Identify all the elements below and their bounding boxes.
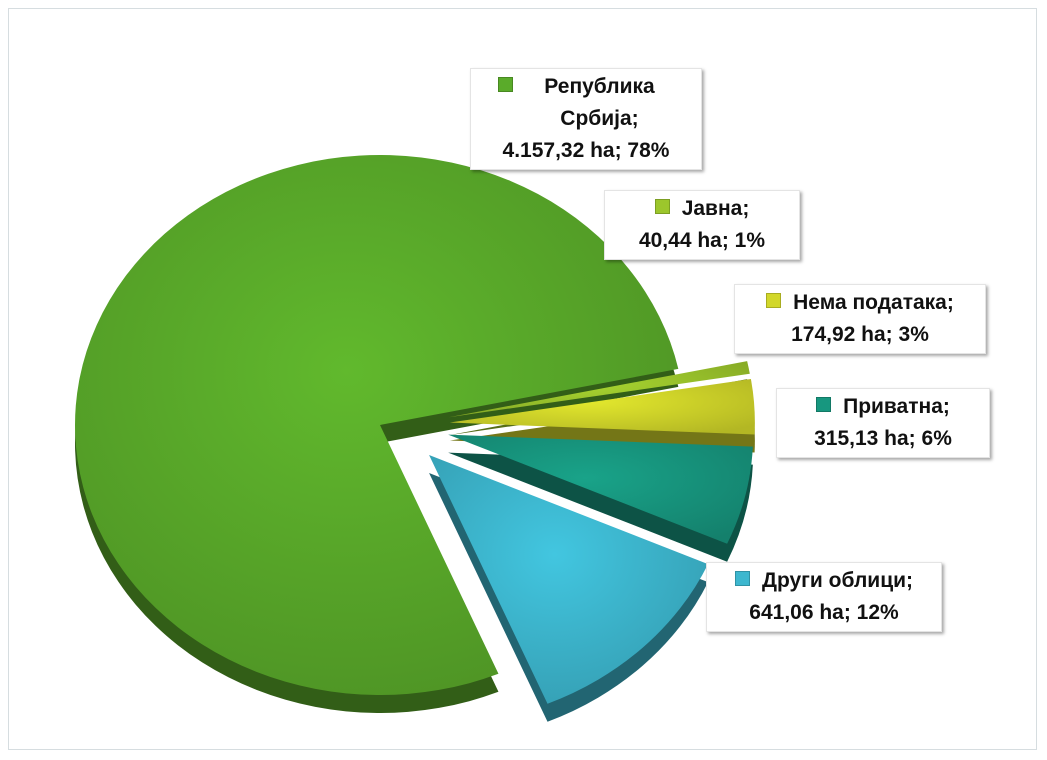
data-label: Јавна; 40,44 ha; 1% xyxy=(604,190,800,260)
slice xyxy=(449,379,755,435)
value-label: 4.157,32 ha; 78% xyxy=(502,139,670,162)
category-label: Приватна; xyxy=(843,395,950,418)
slice xyxy=(448,361,750,418)
value-label: 641,06 ha; 12% xyxy=(749,601,899,624)
slice xyxy=(429,454,709,704)
slice xyxy=(74,154,679,695)
legend-swatch xyxy=(816,397,832,412)
category-label: Нема података; xyxy=(793,291,954,314)
data-label: Други облици; 641,06 ha; 12% xyxy=(706,562,942,632)
chart-frame xyxy=(8,8,1037,750)
legend-swatch xyxy=(766,293,782,308)
legend-swatch xyxy=(734,571,750,586)
category-label: Јавна; xyxy=(681,197,750,220)
data-label: Нема података; 174,92 ha; 3% xyxy=(734,284,986,354)
value-label: 174,92 ha; 3% xyxy=(791,323,929,346)
data-label: Приватна; 315,13 ha; 6% xyxy=(776,388,990,458)
slice xyxy=(448,434,753,544)
category-label: Други облици; xyxy=(761,569,914,592)
data-label: Република Србија; 4.157,32 ha; 78% xyxy=(470,68,702,170)
value-label: 315,13 ha; 6% xyxy=(814,427,952,450)
legend-swatch xyxy=(654,199,670,214)
legend-swatch xyxy=(497,77,513,92)
category-label: Република Србија; xyxy=(544,75,655,130)
value-label: 40,44 ha; 1% xyxy=(638,229,766,252)
